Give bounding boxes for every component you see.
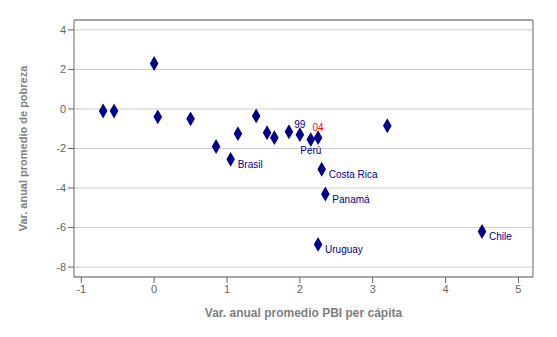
svg-text:2: 2	[297, 283, 303, 295]
svg-text:4: 4	[60, 24, 66, 36]
svg-text:-2: -2	[56, 142, 66, 154]
svg-text:-1: -1	[76, 283, 86, 295]
svg-text:Panamá: Panamá	[332, 194, 370, 205]
svg-text:Perú: Perú	[300, 145, 321, 156]
svg-text:Uruguay: Uruguay	[325, 244, 363, 255]
svg-text:Costa Rica: Costa Rica	[329, 169, 378, 180]
svg-text:Var. anual promedio PBI per cá: Var. anual promedio PBI per cápita	[205, 306, 403, 320]
svg-text:5: 5	[515, 283, 521, 295]
svg-text:-8: -8	[56, 261, 66, 273]
svg-text:-6: -6	[56, 221, 66, 233]
svg-text:04: 04	[313, 122, 325, 133]
svg-text:Var. anual promedio de pobreza: Var. anual promedio de pobreza	[17, 65, 29, 232]
svg-text:0: 0	[151, 283, 157, 295]
svg-text:2: 2	[60, 63, 66, 75]
svg-text:Chile: Chile	[489, 231, 512, 242]
svg-text:3: 3	[370, 283, 376, 295]
svg-text:-4: -4	[56, 182, 66, 194]
svg-text:0: 0	[60, 103, 66, 115]
svg-text:Brasil: Brasil	[238, 159, 263, 170]
svg-text:4: 4	[443, 283, 449, 295]
svg-text:1: 1	[224, 283, 230, 295]
svg-text:99: 99	[294, 119, 306, 130]
